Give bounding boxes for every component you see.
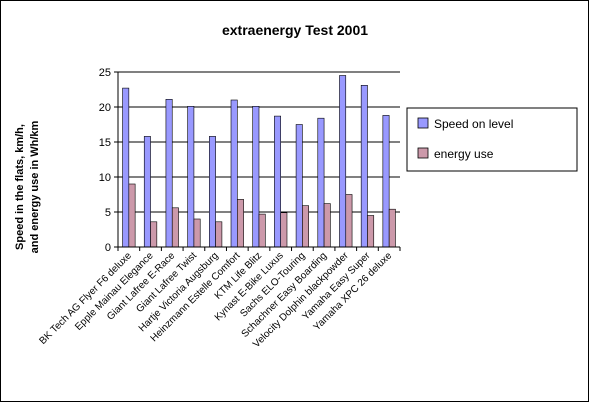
bar-energy-1 xyxy=(150,221,158,248)
bar-speed-7 xyxy=(274,115,281,248)
bar-energy-6 xyxy=(258,213,266,248)
y-tick-label-15: 15 xyxy=(99,137,111,149)
bar-speed-12 xyxy=(382,115,390,248)
bar-speed-4 xyxy=(209,136,216,248)
axes xyxy=(117,72,401,251)
bar-speed-3 xyxy=(187,106,195,248)
bar-energy-2 xyxy=(171,207,179,248)
bar-energy-7 xyxy=(280,212,288,248)
y-tick-label-10: 10 xyxy=(99,172,111,184)
bars xyxy=(122,75,396,248)
legend-swatch-energy-use xyxy=(417,147,429,159)
bar-energy-3 xyxy=(193,218,201,248)
bar-speed-0 xyxy=(122,87,130,248)
y-tick-label-0: 0 xyxy=(105,242,111,254)
bar-energy-9 xyxy=(323,203,331,248)
y-tick-label-5: 5 xyxy=(105,207,111,219)
bar-energy-11 xyxy=(367,215,375,248)
bar-speed-5 xyxy=(230,99,238,248)
legend: Speed on level energy use xyxy=(406,107,578,172)
legend-label-speed-on-level: Speed on level xyxy=(434,117,513,131)
bar-energy-12 xyxy=(388,208,396,248)
y-axis-label-line-2: and energy use in Wh/km xyxy=(29,120,41,253)
chart-title: extraenergy Test 2001 xyxy=(222,22,368,38)
legend-label-energy-use: energy use xyxy=(434,147,494,161)
bar-speed-2 xyxy=(165,99,173,248)
bar-energy-4 xyxy=(215,221,223,248)
y-tick-labels: 0 5 10 15 20 25 xyxy=(99,67,118,254)
y-axis-label-line-1: Speed in the flats, km/h, xyxy=(14,124,26,250)
legend-swatch-speed-on-level xyxy=(417,117,429,129)
y-tick-label-25: 25 xyxy=(99,67,111,79)
bar-energy-0 xyxy=(128,183,136,248)
bar-speed-8 xyxy=(295,124,303,248)
bar-speed-11 xyxy=(360,85,368,248)
bar-speed-1 xyxy=(143,136,151,248)
bar-energy-5 xyxy=(237,199,244,248)
legend-box xyxy=(406,107,578,172)
bar-energy-8 xyxy=(302,205,309,248)
y-tick-label-20: 20 xyxy=(99,102,111,114)
bar-speed-6 xyxy=(252,106,260,248)
bar-speed-9 xyxy=(317,117,325,248)
bar-energy-10 xyxy=(345,194,353,248)
bar-speed-10 xyxy=(339,75,347,248)
